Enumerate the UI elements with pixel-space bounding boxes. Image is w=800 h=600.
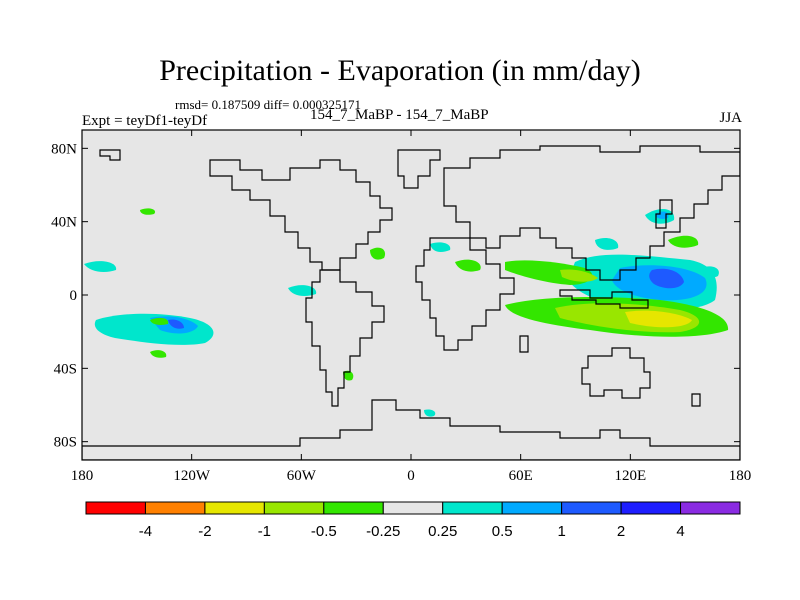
contour-neg-yellow	[625, 310, 692, 328]
map-title: Precipitation - Evaporation (in mm/day)	[159, 54, 641, 87]
colorbar-label: -0.25	[366, 523, 400, 540]
continent-outlines	[82, 145, 740, 460]
contour-neg-ep-tropics	[150, 317, 169, 325]
rmsd-diff-stats: rmsd= 0.187509 diff= 0.000325171	[175, 97, 361, 112]
colorbar-label: -2	[198, 523, 211, 540]
colorbar-swatch	[263, 501, 325, 515]
case-label: 154_7_MaBP - 154_7_MaBP	[310, 107, 489, 123]
contour-pos-north	[595, 237, 619, 250]
contour-pos-kamchatka-core	[655, 211, 669, 219]
contour-pos-far-east	[700, 266, 719, 278]
colorbar-label: 2	[617, 523, 625, 540]
outline-australia	[581, 347, 651, 399]
y-tick-label: 80S	[54, 435, 77, 451]
outline-new-zealand	[691, 393, 701, 407]
contour-neg-se-asia-core	[560, 269, 598, 282]
contour-neg-ne-pacific	[140, 208, 156, 215]
contour-pos-ep-core	[168, 319, 184, 329]
outline-greenland	[397, 149, 441, 189]
contour-neg-africa	[455, 259, 481, 272]
y-tick-label: 40N	[51, 215, 77, 231]
colorbar-swatch	[323, 501, 384, 515]
colorbar-label: 0.5	[492, 523, 513, 540]
season-label: JJA	[719, 110, 742, 126]
colorbar-swatch	[501, 501, 563, 515]
x-tick-label: 120W	[173, 468, 211, 484]
outline-eurasia	[443, 145, 740, 281]
contour-pos-ep-north	[84, 261, 117, 272]
colorbar-swatch	[680, 501, 741, 515]
x-tick-label: 180	[729, 468, 752, 484]
x-tick-label: 0	[407, 468, 415, 484]
contour-neg-americas	[370, 247, 386, 260]
colorbar-swatch	[144, 501, 206, 515]
x-tick-label: 60E	[509, 468, 533, 484]
outline-indonesia	[559, 289, 649, 309]
colorbar-label: 1	[557, 523, 565, 540]
contour-neg-ep-south	[150, 350, 167, 358]
y-axis: 80N 40N 0 40S 80S	[51, 141, 740, 451]
colorbar-swatch	[85, 501, 146, 515]
y-tick-label: 80N	[51, 141, 77, 157]
outline-antarctica	[82, 399, 740, 460]
colorbar-label: 0.25	[428, 523, 457, 540]
x-tick-label: 180	[71, 468, 94, 484]
experiment-label: Expt = teyDf1-teyDf	[82, 113, 208, 129]
contour-pos-darkblue	[649, 268, 684, 289]
contour-pos-atlantic-north	[430, 242, 451, 252]
x-tick-label: 60W	[287, 468, 317, 484]
outline-africa	[415, 237, 515, 351]
colorbar-label: 4	[676, 523, 684, 540]
x-tick-label: 120E	[614, 468, 646, 484]
colorbar-label: -4	[139, 523, 152, 540]
outline-north-america	[209, 159, 393, 271]
x-axis: 180 120W 60W 0 60E 120E 180	[71, 130, 752, 484]
colorbar: -4 -2 -1 -0.5 -0.25 0.25 0.5 1 2 4	[85, 501, 741, 540]
colorbar-label: -1	[258, 523, 271, 540]
y-tick-label: 40S	[54, 361, 77, 377]
colorbar-swatch	[561, 501, 622, 515]
outline-japan	[655, 199, 673, 229]
contour-neg-south-atlantic	[343, 370, 354, 381]
colorbar-swatch	[382, 501, 444, 515]
contour-fields	[84, 208, 729, 417]
contour-pos-south	[424, 409, 436, 417]
outline-madagascar	[519, 335, 529, 353]
contour-pos-atlantic	[288, 285, 317, 296]
outline-alaska-islands	[99, 149, 121, 161]
colorbar-label: -0.5	[311, 523, 337, 540]
outline-south-america	[305, 269, 385, 407]
colorbar-swatch	[442, 501, 503, 515]
colorbar-swatch	[204, 501, 265, 515]
y-tick-label: 0	[70, 288, 78, 304]
colorbar-swatch	[620, 501, 682, 515]
contour-neg-north-pacific	[668, 235, 699, 248]
